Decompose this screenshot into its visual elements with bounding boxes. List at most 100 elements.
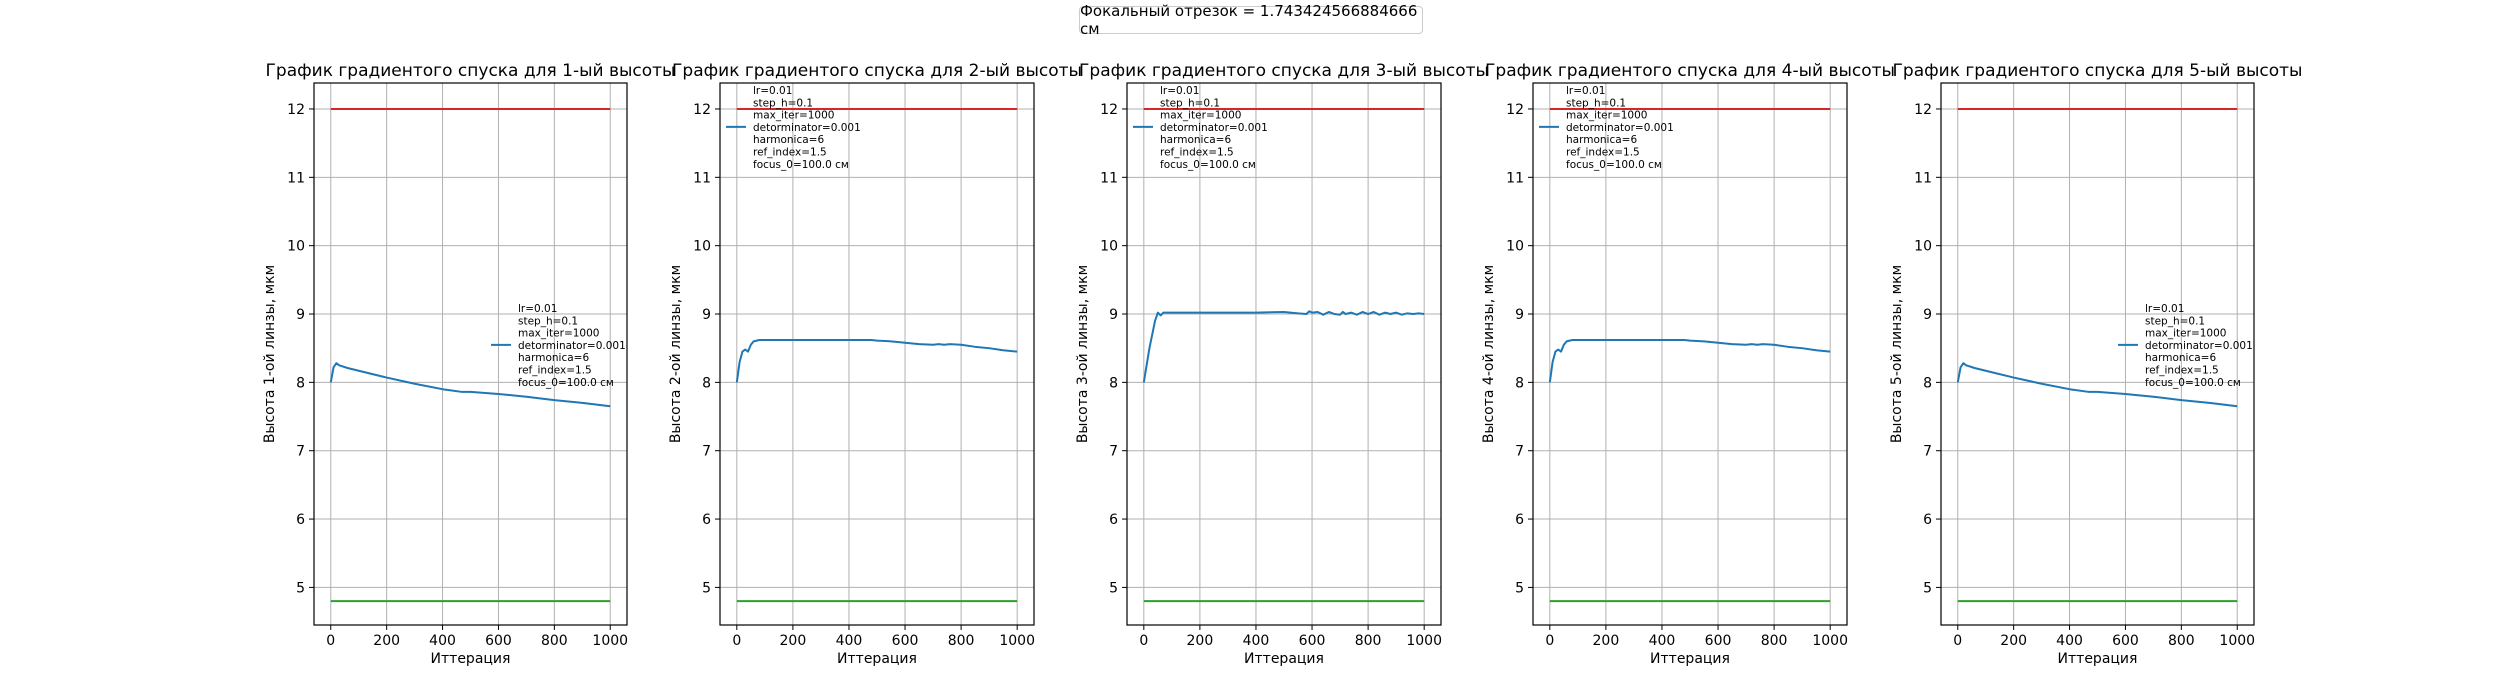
y-tick-label: 5 bbox=[1109, 580, 1118, 596]
legend-text-line: detorminator=0.001 bbox=[518, 340, 626, 352]
y-tick-label: 10 bbox=[1506, 239, 1524, 255]
x-tick-label: 600 bbox=[1299, 633, 1326, 649]
series-line bbox=[1142, 310, 1425, 383]
legend-text-line: harmonica=6 bbox=[518, 352, 589, 364]
legend-text-line: lr=0.01 bbox=[1566, 85, 1605, 97]
x-tick-label: 1000 bbox=[592, 633, 628, 649]
legend-text-line: step_h=0.1 bbox=[2145, 315, 2205, 327]
legend-text-line: max_iter=1000 bbox=[518, 328, 599, 340]
x-axis-label: Иттерация bbox=[2058, 651, 2138, 667]
legend-text-line: detorminator=0.001 bbox=[1160, 122, 1268, 134]
legend: lr=0.01step_h=0.1max_iter=1000detorminat… bbox=[1539, 85, 1674, 171]
legend-text-line: max_iter=1000 bbox=[753, 110, 834, 122]
y-tick-label: 6 bbox=[1109, 512, 1118, 528]
series-line bbox=[1548, 338, 1831, 383]
x-tick-label: 0 bbox=[732, 633, 741, 649]
y-axis-label: Высота 4-ой линзы, мкм bbox=[1481, 265, 1497, 443]
x-tick-label: 1000 bbox=[999, 633, 1035, 649]
y-tick-label: 6 bbox=[1923, 512, 1932, 528]
y-tick-label: 9 bbox=[702, 307, 711, 323]
legend: lr=0.01step_h=0.1max_iter=1000detorminat… bbox=[2118, 303, 2253, 389]
legend-text-line: ref_index=1.5 bbox=[753, 147, 827, 159]
axes-frame bbox=[1940, 82, 2255, 626]
legend-text-line: ref_index=1.5 bbox=[1566, 147, 1640, 159]
x-tick-label: 0 bbox=[1545, 633, 1554, 649]
series-line bbox=[1956, 362, 2238, 408]
y-axis-label: Высота 5-ой линзы, мкм bbox=[1889, 265, 1905, 443]
legend-text-line: detorminator=0.001 bbox=[2145, 340, 2253, 352]
x-tick-label: 1000 bbox=[1812, 633, 1848, 649]
y-tick-label: 9 bbox=[1109, 307, 1118, 323]
x-tick-label: 200 bbox=[1593, 633, 1620, 649]
legend-text-line: lr=0.01 bbox=[753, 85, 792, 97]
figure-suptitle: Фокальный отрезок = 1.743424566884666 см bbox=[1079, 2, 1423, 38]
x-tick-label: 800 bbox=[2168, 633, 2195, 649]
x-tick-label: 400 bbox=[429, 633, 456, 649]
chart-title: График градиентого спуска для 3-ый высот… bbox=[1079, 61, 1489, 81]
y-tick-label: 12 bbox=[1914, 102, 1932, 118]
legend-text-line: detorminator=0.001 bbox=[753, 122, 861, 134]
legend-text-line: step_h=0.1 bbox=[518, 315, 578, 327]
chart-panel-3: 0 200 400 600 800 1000 5 6 7 8 9 10 11 12 График гради… bbox=[1075, 61, 1489, 667]
y-tick-label: 11 bbox=[1100, 170, 1118, 186]
y-tick-label: 12 bbox=[1506, 102, 1524, 118]
chart-title: График градиентого спуска для 1-ый высот… bbox=[266, 61, 676, 81]
y-tick-label: 10 bbox=[693, 239, 711, 255]
chart-panel-2: 0 200 400 600 800 1000 5 6 7 8 9 10 11 12 График гради… bbox=[668, 61, 1082, 667]
y-tick-label: 7 bbox=[702, 444, 711, 460]
x-tick-label: 200 bbox=[780, 633, 807, 649]
axes-frame bbox=[719, 82, 1035, 626]
x-tick-label: 200 bbox=[2000, 633, 2027, 649]
legend: lr=0.01step_h=0.1max_iter=1000detorminat… bbox=[726, 85, 861, 171]
y-tick-label: 11 bbox=[287, 170, 305, 186]
legend-text-line: focus_0=100.0 см bbox=[753, 159, 849, 171]
x-tick-label: 600 bbox=[1705, 633, 1732, 649]
legend-text-line: harmonica=6 bbox=[753, 134, 824, 146]
x-tick-label: 800 bbox=[948, 633, 975, 649]
y-tick-label: 7 bbox=[296, 444, 305, 460]
x-tick-label: 800 bbox=[1355, 633, 1382, 649]
legend-text-line: focus_0=100.0 см bbox=[2145, 377, 2241, 389]
y-tick-label: 12 bbox=[1100, 102, 1118, 118]
y-tick-label: 8 bbox=[1515, 375, 1524, 391]
legend-text-line: focus_0=100.0 см bbox=[1160, 159, 1256, 171]
x-tick-label: 600 bbox=[485, 633, 512, 649]
x-axis-label: Иттерация bbox=[1244, 651, 1324, 667]
x-tick-label: 0 bbox=[1953, 633, 1962, 649]
y-axis-label: Высота 2-ой линзы, мкм bbox=[668, 265, 684, 443]
axes-frame bbox=[1532, 82, 1848, 626]
x-tick-label: 400 bbox=[836, 633, 863, 649]
x-tick-label: 400 bbox=[1649, 633, 1676, 649]
y-tick-label: 11 bbox=[1506, 170, 1524, 186]
y-tick-label: 6 bbox=[296, 512, 305, 528]
x-tick-label: 0 bbox=[1139, 633, 1148, 649]
x-tick-label: 1000 bbox=[2219, 633, 2255, 649]
x-tick-label: 0 bbox=[326, 633, 335, 649]
x-tick-label: 200 bbox=[1187, 633, 1214, 649]
legend-text-line: harmonica=6 bbox=[1160, 134, 1231, 146]
x-tick-label: 600 bbox=[892, 633, 919, 649]
x-axis-label: Иттерация bbox=[837, 651, 917, 667]
y-tick-label: 11 bbox=[1914, 170, 1932, 186]
y-axis-label: Высота 1-ой линзы, мкм bbox=[262, 265, 278, 443]
y-tick-label: 8 bbox=[296, 375, 305, 391]
axes-frame bbox=[1126, 82, 1442, 626]
x-axis-label: Иттерация bbox=[1650, 651, 1730, 667]
chart-panel-1: 0 200 400 600 800 1000 5 6 7 8 9 10 11 12 График гради… bbox=[262, 61, 675, 667]
chart-panel-5: 0 200 400 600 800 1000 5 6 7 8 9 10 11 12 График гради… bbox=[1889, 61, 2302, 667]
x-tick-label: 600 bbox=[2112, 633, 2139, 649]
y-tick-label: 7 bbox=[1109, 444, 1118, 460]
x-tick-label: 200 bbox=[373, 633, 400, 649]
series-line bbox=[735, 338, 1018, 383]
suptitle-text: Фокальный отрезок = 1.743424566884666 см bbox=[1080, 2, 1418, 38]
y-tick-label: 9 bbox=[1515, 307, 1524, 323]
y-tick-label: 9 bbox=[1923, 307, 1932, 323]
legend-text-line: focus_0=100.0 см bbox=[1566, 159, 1662, 171]
legend-text-line: step_h=0.1 bbox=[753, 97, 813, 109]
y-tick-label: 10 bbox=[287, 239, 305, 255]
legend-text-line: ref_index=1.5 bbox=[2145, 365, 2219, 377]
y-tick-label: 8 bbox=[1923, 375, 1932, 391]
legend-text-line: detorminator=0.001 bbox=[1566, 122, 1674, 134]
y-tick-label: 12 bbox=[287, 102, 305, 118]
